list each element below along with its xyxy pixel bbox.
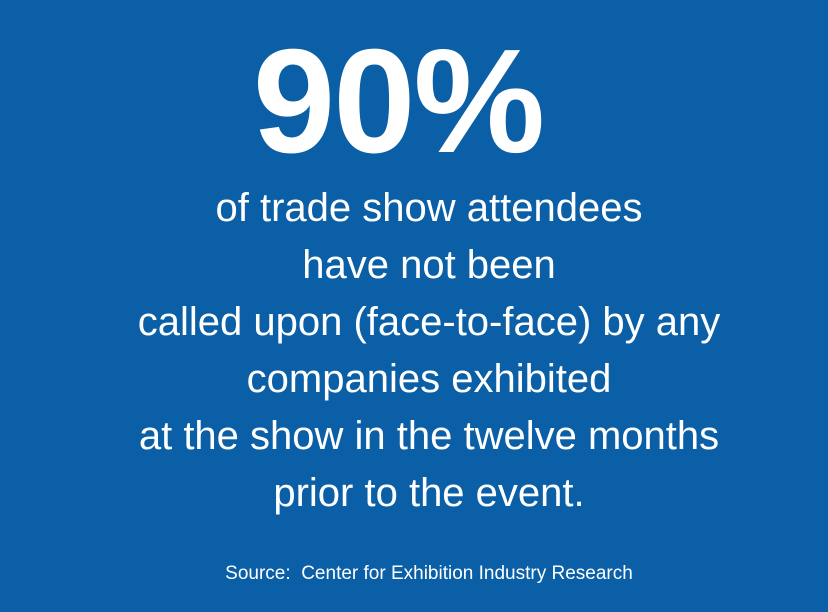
statement-line-4: companies exhibited — [246, 357, 612, 401]
statement-line-2: have not been — [302, 243, 556, 287]
headline-statistic: 90% — [252, 19, 545, 184]
statement-line-5: at the show in the twelve months — [138, 414, 720, 458]
statement-text: of trade show attendees have not been ca… — [0, 180, 828, 522]
statement-line-6: prior to the event. — [273, 471, 585, 515]
statement-line-1: of trade show attendees — [215, 186, 643, 230]
source-citation: Source: Center for Exhibition Industry R… — [225, 563, 633, 584]
statement-line-3: called upon (face-to-face) by any — [137, 300, 721, 344]
